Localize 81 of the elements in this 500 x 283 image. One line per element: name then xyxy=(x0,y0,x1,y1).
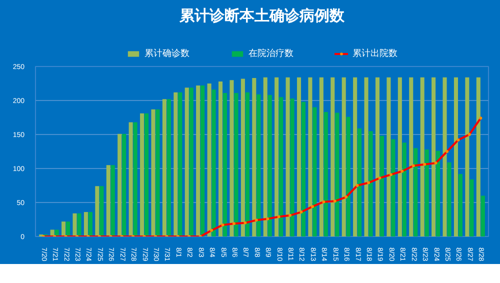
chart-title: 累计诊断本土确诊病例数 xyxy=(178,8,346,24)
bar xyxy=(368,131,373,236)
bar xyxy=(274,77,279,236)
bar xyxy=(335,112,340,236)
bar xyxy=(122,134,126,236)
bar xyxy=(324,112,328,236)
bar xyxy=(88,212,92,236)
legend-label: 在院治疗数 xyxy=(248,47,294,60)
bar xyxy=(364,77,368,236)
bar xyxy=(286,77,290,236)
bar xyxy=(140,113,144,236)
bar xyxy=(375,77,380,236)
bar xyxy=(442,77,447,236)
bar xyxy=(245,92,250,236)
bar xyxy=(454,77,458,236)
bar xyxy=(342,77,346,236)
bar xyxy=(106,165,110,236)
bar xyxy=(432,77,436,236)
bar xyxy=(212,90,216,236)
bar xyxy=(312,107,317,236)
bar xyxy=(319,77,324,236)
bar xyxy=(386,77,391,236)
bar xyxy=(436,150,440,236)
bar xyxy=(420,77,424,236)
bar xyxy=(66,222,70,236)
bar xyxy=(218,81,223,236)
bar xyxy=(133,122,138,236)
bar xyxy=(207,84,212,236)
bar xyxy=(346,116,350,236)
bar xyxy=(414,148,418,236)
bar xyxy=(222,93,228,236)
bar xyxy=(290,98,294,236)
bar xyxy=(358,128,362,236)
line-series xyxy=(42,116,482,236)
bar xyxy=(447,162,452,236)
bar xyxy=(156,109,160,236)
bar xyxy=(196,86,200,236)
bar xyxy=(470,179,474,236)
bar xyxy=(95,186,100,236)
bar xyxy=(391,139,396,236)
bar xyxy=(268,95,272,236)
bar xyxy=(458,174,462,236)
bar xyxy=(166,99,171,236)
bar xyxy=(77,213,82,236)
bar xyxy=(184,88,189,236)
bar xyxy=(279,97,284,236)
bar xyxy=(200,86,205,236)
bar xyxy=(151,109,156,236)
bar xyxy=(84,212,88,236)
bar xyxy=(162,99,166,236)
bar xyxy=(380,136,384,236)
bar xyxy=(240,78,245,236)
bar xyxy=(174,92,178,236)
bar xyxy=(402,142,406,236)
bar xyxy=(480,196,485,236)
bar xyxy=(398,77,402,236)
bar xyxy=(256,94,261,236)
bar xyxy=(100,186,104,236)
bar xyxy=(72,213,77,236)
bar xyxy=(353,77,358,236)
bar xyxy=(476,77,480,236)
bar xyxy=(62,222,66,236)
bar xyxy=(252,78,256,236)
bar xyxy=(118,134,122,236)
bar xyxy=(189,88,194,236)
bar xyxy=(301,102,306,236)
bar xyxy=(178,92,182,236)
bar xyxy=(330,77,335,236)
legend-label: 累计出院数 xyxy=(352,47,398,60)
bar xyxy=(296,77,302,236)
bar xyxy=(424,149,429,236)
bar xyxy=(128,122,133,236)
bar xyxy=(263,77,268,236)
bar xyxy=(230,80,234,236)
legend-label: 累计确诊数 xyxy=(144,47,190,60)
bar xyxy=(409,77,414,236)
bar xyxy=(144,113,149,236)
bar xyxy=(465,77,470,236)
bar xyxy=(308,77,312,236)
bar xyxy=(234,93,238,236)
bar xyxy=(110,165,115,236)
